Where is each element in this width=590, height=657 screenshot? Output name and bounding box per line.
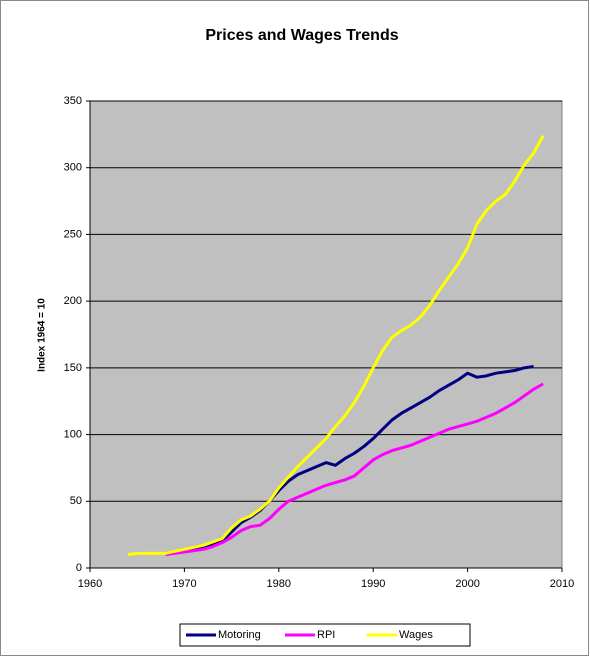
y-tick-label: 0 — [76, 562, 82, 574]
chart-title: Prices and Wages Trends — [205, 27, 398, 44]
y-tick-label: 250 — [64, 228, 82, 240]
legend-label: Motoring — [218, 629, 261, 641]
x-tick-label: 1970 — [172, 578, 196, 590]
x-tick-label: 1980 — [267, 578, 291, 590]
series-line — [165, 382, 544, 557]
y-tick-label: 100 — [64, 428, 82, 440]
legend-label: RPI — [317, 629, 335, 641]
x-tick-label: 1990 — [361, 578, 385, 590]
y-axis-label: Index 1964 = 10 — [37, 298, 48, 372]
y-tick-label: 150 — [64, 362, 82, 374]
y-tick-label: 50 — [70, 495, 82, 507]
series-line — [127, 134, 545, 557]
y-tick-label: 200 — [64, 295, 82, 307]
plot-area — [89, 100, 563, 569]
y-tick-label: 350 — [64, 95, 82, 107]
x-tick-label: 1960 — [78, 578, 102, 590]
x-tick-label: 2000 — [455, 578, 479, 590]
y-tick-label: 300 — [64, 162, 82, 174]
x-tick-label: 2010 — [550, 578, 574, 590]
legend-label: Wages — [399, 629, 433, 641]
legend-box — [179, 623, 471, 647]
